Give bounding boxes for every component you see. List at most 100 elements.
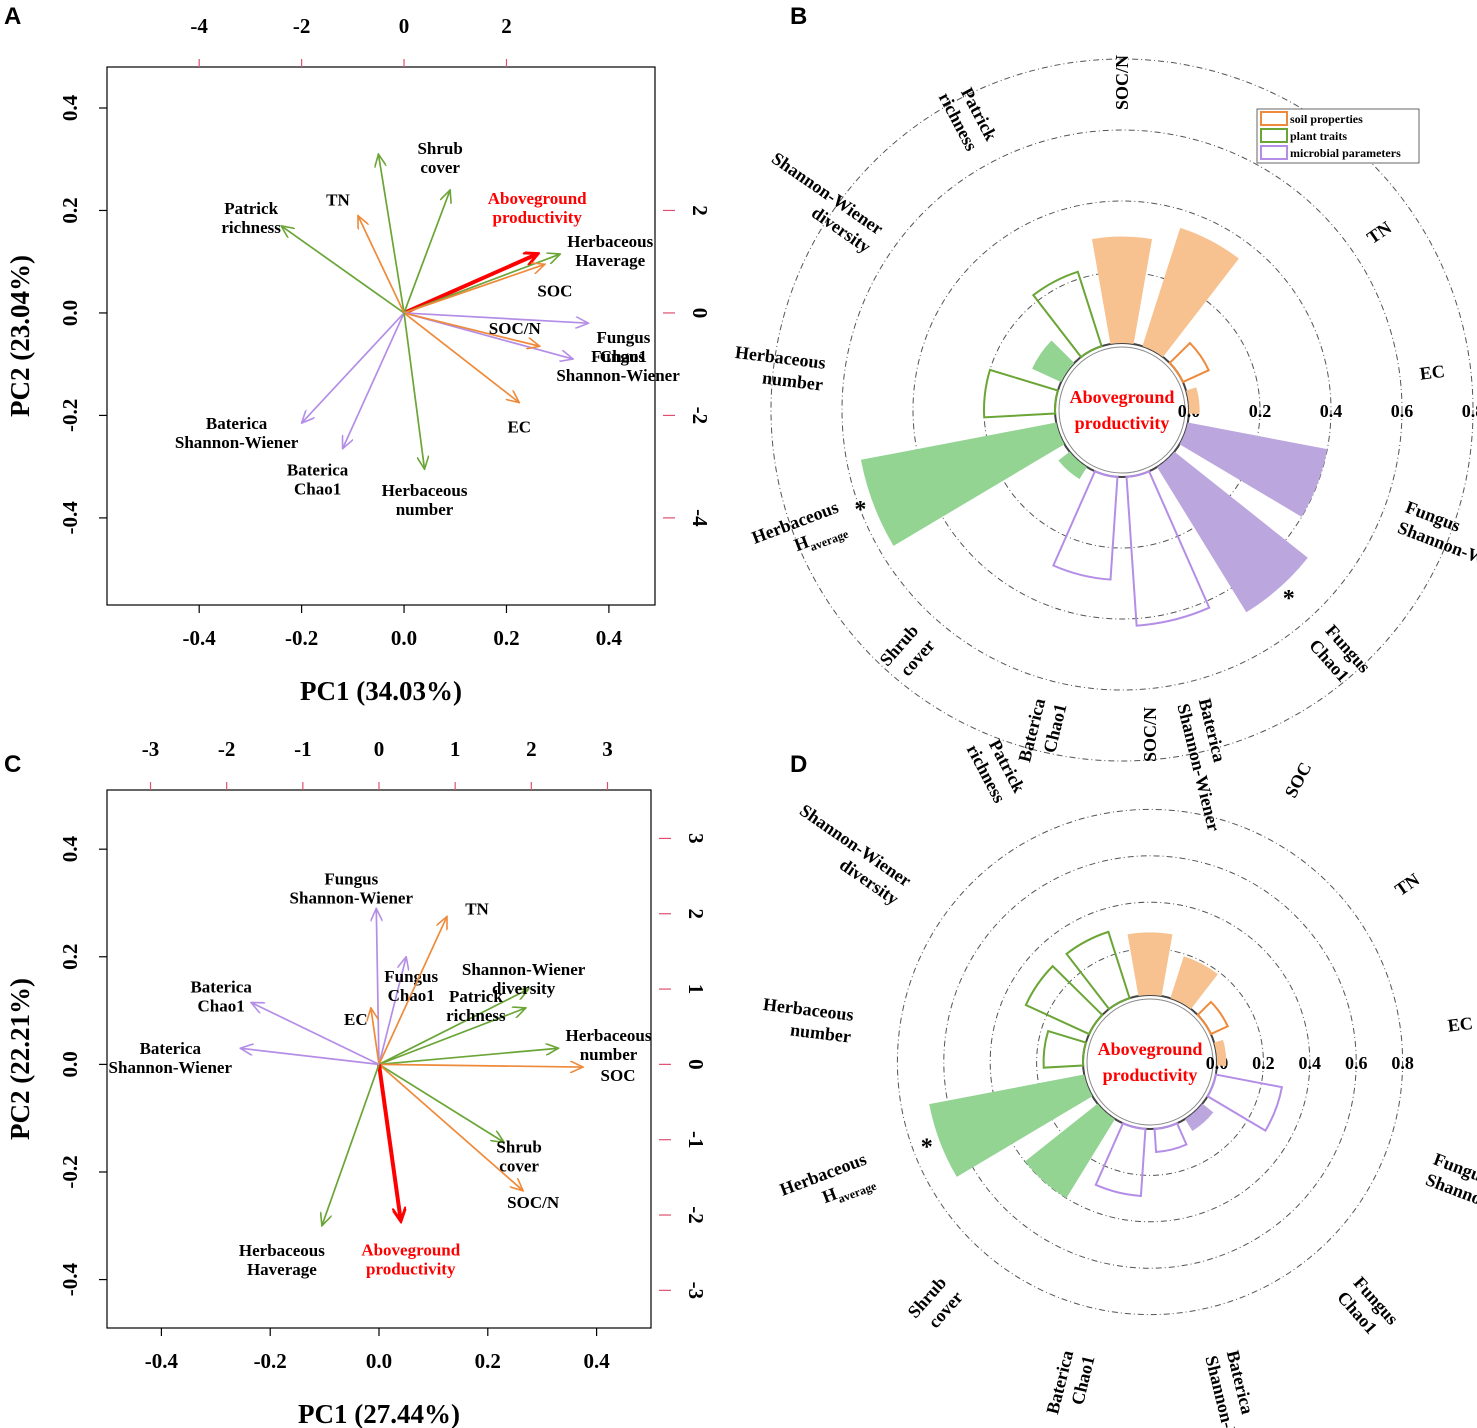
- radial-tick-label: 0.2: [1249, 401, 1272, 421]
- vector-label-shrub-cover: cover: [420, 158, 460, 177]
- top-tick-label: -2: [218, 737, 236, 761]
- vector-soc-n: [378, 1063, 523, 1190]
- vector-label-baterica-shannon-wiener: Baterica: [140, 1039, 202, 1058]
- right-tick-label: -2: [688, 407, 712, 425]
- bar-shannon-wiener-diversity: [1032, 340, 1075, 383]
- significance-star: *: [854, 497, 866, 523]
- radial-gridline: [896, 808, 1404, 1316]
- vector-label-aboveground-productivity: Aboveground: [361, 1240, 460, 1259]
- vector-patrick-richness: [281, 226, 405, 314]
- y-axis-title: PC2 (23.04%): [5, 255, 35, 417]
- vector-label-ec: EC: [507, 418, 531, 437]
- y-tick-label: 0.4: [58, 94, 82, 121]
- significance-star: *: [921, 1135, 933, 1161]
- vector-label-fungus-shannon-wiener: Fungus: [591, 347, 645, 366]
- right-tick-label: 0: [688, 308, 712, 319]
- bar-baterica-chao1: [1052, 469, 1119, 581]
- vector-shannon-wiener-diversity: [378, 154, 405, 314]
- vector-label-soc-n: SOC/N: [489, 319, 542, 338]
- vector-label-baterica-shannon-wiener: Shannon-Wiener: [109, 1058, 233, 1077]
- category-label-line: SOC/N: [1140, 707, 1160, 762]
- x-tick-label: 0.0: [391, 626, 417, 650]
- right-tick-label: 1: [684, 984, 708, 995]
- y-tick-label: -0.4: [58, 1262, 82, 1296]
- vector-shrub-cover: [403, 190, 450, 314]
- right-tick-label: 0: [684, 1059, 708, 1070]
- x-tick-label: 0.2: [493, 626, 519, 650]
- bar-shrub-cover: [1024, 1103, 1115, 1199]
- vector-aboveground-productivity: [403, 254, 537, 315]
- panel-d-circular-bar: Abovegroundproductivity0.00.20.40.60.8SO…: [762, 707, 1477, 1428]
- bar-soc-n: [1127, 932, 1173, 997]
- bar-fungus-chao1: [1157, 451, 1308, 613]
- category-label-soc: SOC: [1281, 759, 1316, 801]
- label-h: H: [791, 531, 811, 555]
- vector-label-shrub-cover: Shrub: [417, 139, 462, 158]
- radial-tick-label: 0.8: [1462, 401, 1477, 421]
- top-tick-label: 1: [450, 737, 461, 761]
- top-tick-label: 3: [602, 737, 613, 761]
- category-label-ec: EC: [1447, 1013, 1474, 1036]
- legend-swatch-plant: [1260, 128, 1288, 143]
- vector-label-shannon-wiener-diversity: Shannon-Wiener: [462, 960, 586, 979]
- vector-label-baterica-chao1: Chao1: [198, 997, 245, 1016]
- bar-baterica-shannon-wiener: [1125, 469, 1211, 627]
- top-tick-label: -1: [294, 737, 312, 761]
- panel-b-circular-bar: Abovegroundproductivity0.00.20.40.60.8SO…: [734, 55, 1477, 833]
- plot-frame: [106, 66, 656, 606]
- vector-label-herbaceous-haverage: Haverage: [247, 1260, 317, 1279]
- vector-label-fungus-chao1: Chao1: [600, 347, 647, 366]
- right-tick-label: -3: [684, 1282, 708, 1300]
- panel-letter-d: D: [790, 751, 807, 778]
- vector-label-herbaceous-number: number: [396, 500, 454, 519]
- label-subscript: average: [808, 526, 851, 554]
- x-tick-label: 0.4: [583, 1349, 610, 1373]
- right-tick-label: -1: [684, 1131, 708, 1149]
- legend-swatch-soil: [1260, 111, 1288, 126]
- radial-tick-label: 0.4: [1299, 1053, 1322, 1073]
- legend-swatch-microbe: [1260, 145, 1288, 160]
- vector-label-herbaceous-haverage: Herbaceous: [239, 1241, 325, 1260]
- vector-fungus-chao1: [378, 957, 406, 1065]
- vector-tn: [378, 916, 447, 1065]
- vector-label-aboveground-productivity: productivity: [492, 208, 582, 227]
- top-tick-label: 2: [501, 14, 512, 38]
- radial-gridline: [989, 901, 1311, 1223]
- radial-tick-label: 0.4: [1320, 401, 1343, 421]
- vector-label-baterica-chao1: Chao1: [294, 480, 341, 499]
- bar-soc: [1142, 227, 1239, 357]
- bar-shrub-cover: [1058, 451, 1087, 480]
- radial-gridline: [912, 200, 1332, 620]
- vector-label-shannon-wiener-diversity: diversity: [492, 979, 556, 998]
- vector-label-fungus-chao1: Fungus: [384, 967, 438, 986]
- vector-label-fungus-shannon-wiener: Shannon-Wiener: [290, 888, 414, 907]
- vector-label-herbaceous-haverage: Herbaceous: [567, 232, 653, 251]
- vector-soc: [378, 1064, 583, 1067]
- vector-label-tn: TN: [465, 899, 489, 918]
- vector-label-soc: SOC: [601, 1066, 636, 1085]
- radial-tick-label: 0.6: [1391, 401, 1414, 421]
- x-tick-label: -0.4: [183, 626, 217, 650]
- category-label-line: SOC: [1281, 759, 1316, 801]
- bar-baterica-shannon-wiener: [1153, 1121, 1188, 1154]
- category-label-tn: TN: [1391, 869, 1423, 900]
- category-label-line: TN: [1363, 217, 1395, 248]
- vector-soc-n: [403, 312, 540, 346]
- x-axis-title: PC1 (34.03%): [300, 676, 462, 706]
- vector-label-tn: TN: [326, 191, 350, 210]
- significance-star: *: [1283, 586, 1295, 612]
- radial-gridline: [841, 129, 1403, 691]
- panel-letter-b: B: [790, 3, 807, 30]
- vector-shannon-wiener-diversity: [378, 989, 529, 1066]
- center-label: Aboveground: [1098, 1039, 1203, 1059]
- vector-baterica-shannon-wiener: [302, 312, 405, 423]
- vector-label-herbaceous-number: Herbaceous: [382, 481, 468, 500]
- panel-a-biplot: -0.4 -0.2 0.0 0.2 0.4 -0.4 -0.2 0.0 0.2 0.4 -4 -2 0 2…: [5, 14, 712, 706]
